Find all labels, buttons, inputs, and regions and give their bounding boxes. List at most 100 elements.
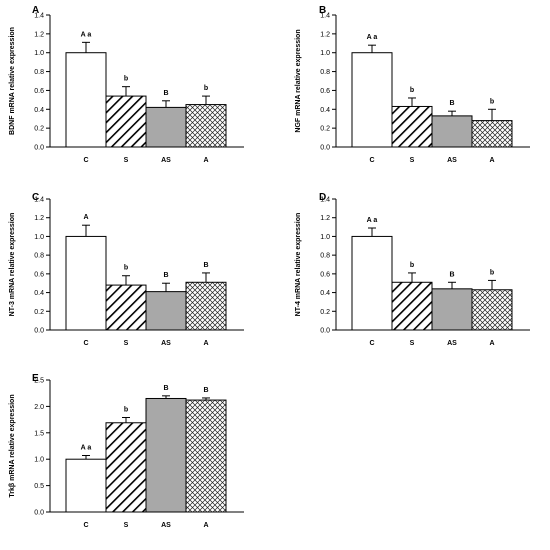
y-tick-label: 1.0: [34, 457, 44, 464]
x-tick-label: C: [83, 157, 88, 164]
x-tick-label: C: [369, 157, 374, 164]
significance-label: B: [449, 271, 454, 278]
bar-as: [431, 115, 473, 148]
bar-c: [65, 235, 107, 331]
significance-label: b: [124, 76, 128, 83]
x-tick-label: AS: [447, 157, 457, 164]
x-tick-label: A: [203, 157, 208, 164]
y-tick-label: 1.0: [320, 50, 330, 57]
x-tick-label: A: [489, 157, 494, 164]
y-tick-label: 1.0: [34, 50, 44, 57]
bar-c: [351, 52, 393, 148]
y-tick-label: 1.0: [34, 234, 44, 241]
y-tick-label: 1.2: [320, 215, 330, 222]
significance-label: b: [124, 406, 128, 413]
bar-as: [145, 106, 187, 148]
y-tick-label: 1.2: [34, 215, 44, 222]
y-tick-label: 0.6: [320, 271, 330, 278]
y-axis-label: Trkβ mRNA relative expression: [9, 394, 16, 497]
chart-panel-d: D NT-4 mRNA relative expression 0.0 0.2 0.4 0…: [295, 192, 530, 347]
bar-s: [391, 281, 433, 331]
y-tick-label: 1.0: [320, 234, 330, 241]
y-tick-label: 0.2: [34, 126, 44, 133]
bar-as: [145, 291, 187, 331]
y-tick-label: 0.8: [34, 253, 44, 260]
y-tick-label: 0.0: [34, 510, 44, 517]
y-tick-label: 1.4: [320, 13, 330, 20]
x-tick-label: S: [124, 340, 129, 347]
y-tick-label: 1.4: [34, 13, 44, 20]
x-tick-label: A: [489, 340, 494, 347]
y-tick-label: 0.8: [320, 253, 330, 260]
bar-c: [65, 458, 107, 513]
x-tick-label: AS: [161, 340, 171, 347]
bar-a: [185, 399, 227, 513]
y-tick-label: 1.5: [34, 430, 44, 437]
y-tick-label: 0.2: [34, 309, 44, 316]
panel-letter: A: [32, 5, 39, 16]
chart-panel-c: C NT-3 mRNA relative expression 0.0 0.2 0.4 0…: [9, 192, 244, 347]
x-tick-label: AS: [161, 157, 171, 164]
significance-label: A a: [367, 217, 378, 224]
x-tick-label: C: [369, 340, 374, 347]
bar-a: [471, 289, 513, 331]
x-tick-label: C: [83, 340, 88, 347]
chart-panel-e: E Trkβ mRNA relative expression 0.0 0.5 1.0 1…: [9, 373, 244, 529]
y-tick-label: 0.4: [34, 290, 44, 297]
bar-s: [105, 95, 147, 148]
x-tick-label: S: [410, 340, 415, 347]
bar-s: [391, 105, 433, 148]
x-tick-label: C: [83, 522, 88, 529]
bar-a: [185, 104, 227, 148]
y-tick-label: 0.8: [34, 69, 44, 76]
x-tick-label: AS: [161, 522, 171, 529]
y-tick-label: 0.2: [320, 309, 330, 316]
x-tick-label: S: [410, 157, 415, 164]
x-tick-label: S: [124, 522, 129, 529]
y-tick-label: 0.2: [320, 126, 330, 133]
bar-s: [105, 284, 147, 331]
bar-a: [185, 281, 227, 331]
significance-label: A a: [81, 31, 92, 38]
bar-c: [351, 235, 393, 331]
significance-label: B: [203, 387, 208, 394]
x-tick-label: S: [124, 157, 129, 164]
significance-label: A a: [81, 445, 92, 452]
y-tick-label: 1.4: [34, 197, 44, 204]
y-tick-label: 1.4: [320, 197, 330, 204]
y-tick-label: 2.0: [34, 404, 44, 411]
y-tick-label: 0.6: [34, 271, 44, 278]
significance-label: A: [83, 214, 88, 221]
significance-label: b: [124, 265, 128, 272]
y-tick-label: 0.8: [320, 69, 330, 76]
y-tick-label: 0.0: [320, 145, 330, 152]
chart-panel-a: A BDNF mRNA relative expression 0.0 0.2 0.4 0…: [9, 5, 244, 164]
y-tick-label: 0.6: [34, 88, 44, 95]
y-axis-label: NGF mRNA relative expression: [295, 29, 302, 132]
chart-panel-b: B NGF mRNA relative expression 0.0 0.2 0.4 0.…: [295, 5, 530, 164]
y-tick-label: 1.2: [320, 31, 330, 38]
significance-label: b: [204, 85, 208, 92]
significance-label: B: [203, 262, 208, 269]
significance-label: B: [163, 90, 168, 97]
y-tick-label: 0.5: [34, 483, 44, 490]
panel-letter: C: [32, 192, 39, 203]
y-tick-label: 0.0: [34, 328, 44, 335]
bar-a: [471, 120, 513, 148]
significance-label: b: [490, 269, 494, 276]
significance-label: B: [163, 272, 168, 279]
significance-label: b: [410, 87, 414, 94]
y-tick-label: 0.4: [320, 107, 330, 114]
significance-label: A a: [367, 34, 378, 41]
y-tick-label: 0.6: [320, 88, 330, 95]
y-axis-label: BDNF mRNA relative expression: [9, 27, 16, 135]
bar-as: [145, 397, 187, 513]
panel-letter: D: [319, 192, 326, 203]
bar-as: [431, 288, 473, 331]
y-axis-label: NT-3 mRNA relative expression: [9, 213, 16, 317]
y-tick-label: 0.4: [34, 107, 44, 114]
significance-label: b: [410, 262, 414, 269]
significance-label: B: [449, 100, 454, 107]
x-tick-label: A: [203, 340, 208, 347]
